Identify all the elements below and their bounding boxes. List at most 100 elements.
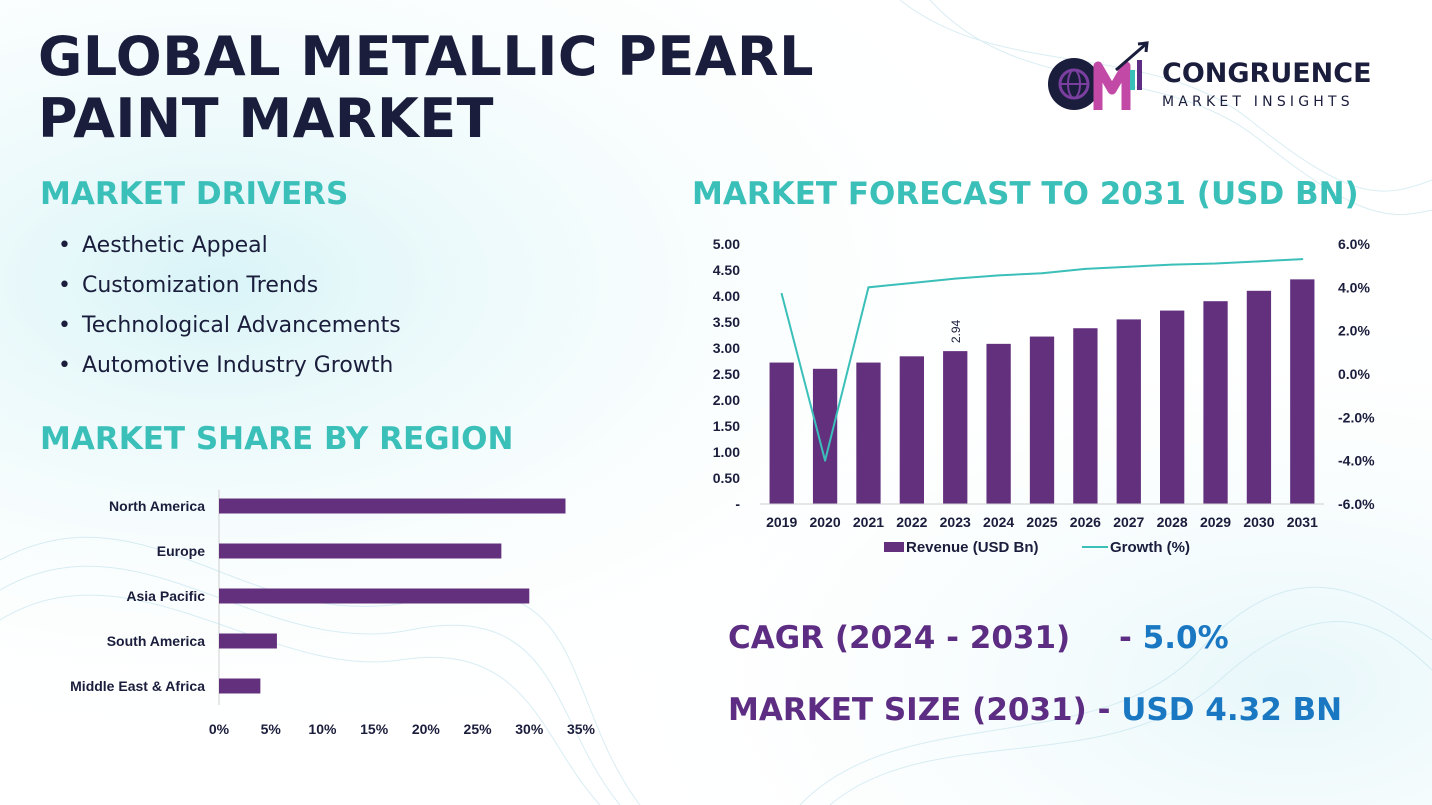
driver-label: Aesthetic Appeal	[82, 233, 268, 258]
forecast-y2-tick-label: 4.0%	[1338, 279, 1370, 295]
revenue-bar	[1246, 290, 1272, 504]
revenue-bar	[943, 351, 968, 504]
region-x-tick-label: 15%	[360, 721, 389, 737]
revenue-bar	[899, 356, 924, 504]
growth-point	[867, 286, 870, 289]
forecast-y-tick-label: 1.00	[713, 444, 740, 460]
forecast-y-tick-label: 0.50	[713, 470, 740, 486]
forecast-y-tick-label: 2.00	[713, 392, 740, 408]
growth-point	[1084, 267, 1087, 270]
driver-label: Technological Advancements	[82, 313, 401, 338]
region-bar	[219, 588, 530, 604]
forecast-y-tick-label: 3.50	[713, 314, 740, 330]
logo-brand-name: CONGRUENCE	[1162, 58, 1372, 89]
forecast-x-tick-label: 2030	[1243, 514, 1274, 530]
cagr-label: CAGR (2024 - 2031)	[728, 620, 1071, 656]
region-category-label: South America	[107, 633, 205, 649]
revenue-bar	[856, 362, 881, 504]
region-bar	[219, 543, 502, 559]
forecast-y2-tick-label: -4.0%	[1338, 453, 1375, 469]
forecast-y2-tick-label: -6.0%	[1338, 496, 1375, 512]
region-category-label: Asia Pacific	[126, 588, 205, 604]
growth-point	[1171, 263, 1174, 266]
region-share-chart: North America Europe Asia Pacific South Ame…	[70, 490, 596, 737]
market-size-separator: -	[1097, 692, 1122, 728]
region-x-tick-label: 10%	[308, 721, 337, 737]
forecast-x-tick-label: 2019	[766, 514, 797, 530]
growth-point	[954, 277, 957, 280]
logo-mark-icon	[1048, 41, 1149, 110]
growth-point	[1257, 260, 1260, 263]
forecast-y2-tick-label: -2.0%	[1338, 409, 1375, 425]
region-category-label: Middle East & Africa	[70, 678, 205, 694]
revenue-bar	[1073, 328, 1098, 504]
forecast-x-tick-label: 2026	[1070, 514, 1101, 530]
driver-item: • Customization Trends	[58, 273, 319, 298]
region-category-label: North America	[109, 498, 205, 514]
revenue-bar	[769, 362, 794, 504]
revenue-data-label: 2.94	[949, 319, 963, 343]
region-bar	[219, 633, 277, 649]
company-logo: CONGRUENCE MARKET INSIGHTS	[1046, 40, 1396, 120]
driver-label: Automotive Industry Growth	[82, 353, 394, 378]
growth-point	[910, 282, 913, 284]
region-x-tick-label: 30%	[515, 721, 544, 737]
forecast-y-tick-label: 1.50	[713, 418, 740, 434]
forecast-x-tick-label: 2024	[983, 514, 1014, 530]
revenue-bar	[1160, 310, 1185, 504]
region-x-tick-label: 20%	[412, 721, 441, 737]
region-category-label: Europe	[157, 543, 205, 559]
forecast-y-tick-label: 5.00	[713, 236, 740, 252]
region-share-heading: MARKET SHARE BY REGION	[40, 421, 514, 457]
market-size-label: MARKET SIZE (2031)	[728, 692, 1087, 728]
legend-revenue-label: Revenue (USD Bn)	[906, 539, 1039, 556]
revenue-bar	[986, 343, 1011, 504]
forecast-x-tick-label: 2025	[1026, 514, 1057, 530]
forecast-x-tick-label: 2023	[940, 514, 971, 530]
forecast-chart: - 0.50 1.00 1.50 2.00 2.50 3.00 3.50 4.00 4.50 5.0…	[713, 236, 1375, 556]
forecast-y-tick-label: 2.50	[713, 366, 740, 382]
growth-point	[824, 459, 827, 462]
forecast-y-tick-label: 3.00	[713, 340, 740, 356]
region-x-tick-label: 5%	[261, 721, 282, 737]
market-drivers-heading: MARKET DRIVERS	[40, 176, 349, 212]
growth-point	[1041, 272, 1043, 275]
cagr-value: 5.0%	[1142, 620, 1229, 656]
forecast-x-tick-label: 2022	[896, 514, 927, 530]
cagr-separator: -	[1119, 620, 1143, 656]
legend-growth-label: Growth (%)	[1110, 539, 1190, 556]
forecast-y-tick-label: 4.50	[713, 262, 740, 278]
region-x-tick-label: 0%	[209, 721, 230, 737]
market-size-kpi: MARKET SIZE (2031) - USD 4.32 BN	[728, 692, 1342, 728]
legend-revenue-swatch	[884, 542, 904, 552]
forecast-y2-tick-label: 2.0%	[1338, 323, 1370, 339]
cagr-kpi: CAGR (2024 - 2031) - 5.0%	[728, 620, 1229, 656]
driver-label: Customization Trends	[82, 273, 319, 298]
page-title-line1: GLOBAL METALLIC PEARL	[38, 25, 815, 88]
growth-point	[1301, 258, 1304, 261]
logo-tagline: MARKET INSIGHTS	[1162, 94, 1354, 110]
driver-item: • Aesthetic Appeal	[58, 233, 268, 258]
growth-point	[1214, 262, 1217, 265]
driver-item: • Technological Advancements	[58, 313, 401, 338]
driver-item: • Automotive Industry Growth	[58, 353, 394, 378]
forecast-x-tick-label: 2021	[853, 514, 884, 530]
region-x-tick-label: 25%	[464, 721, 493, 737]
revenue-bar	[812, 368, 838, 504]
growth-point	[1127, 265, 1130, 268]
forecast-x-tick-label: 2031	[1287, 514, 1318, 530]
forecast-x-tick-label: 2027	[1113, 514, 1144, 530]
page-title-line2: PAINT MARKET	[38, 87, 495, 150]
drivers-list: • Aesthetic Appeal • Customization Trends …	[58, 230, 401, 390]
forecast-y-tick-label: 4.00	[713, 288, 740, 304]
market-size-value: USD 4.32 BN	[1121, 692, 1343, 728]
region-x-tick-label: 35%	[567, 721, 596, 737]
forecast-heading: MARKET FORECAST TO 2031 (USD BN)	[692, 176, 1359, 212]
forecast-y2-tick-label: 6.0%	[1338, 236, 1370, 252]
growth-point	[997, 274, 1000, 277]
forecast-y-tick-label: -	[735, 496, 740, 512]
forecast-y2-tick-label: 0.0%	[1338, 366, 1370, 382]
region-bar	[219, 498, 566, 514]
forecast-x-tick-label: 2028	[1157, 514, 1188, 530]
revenue-bar	[1029, 336, 1055, 504]
